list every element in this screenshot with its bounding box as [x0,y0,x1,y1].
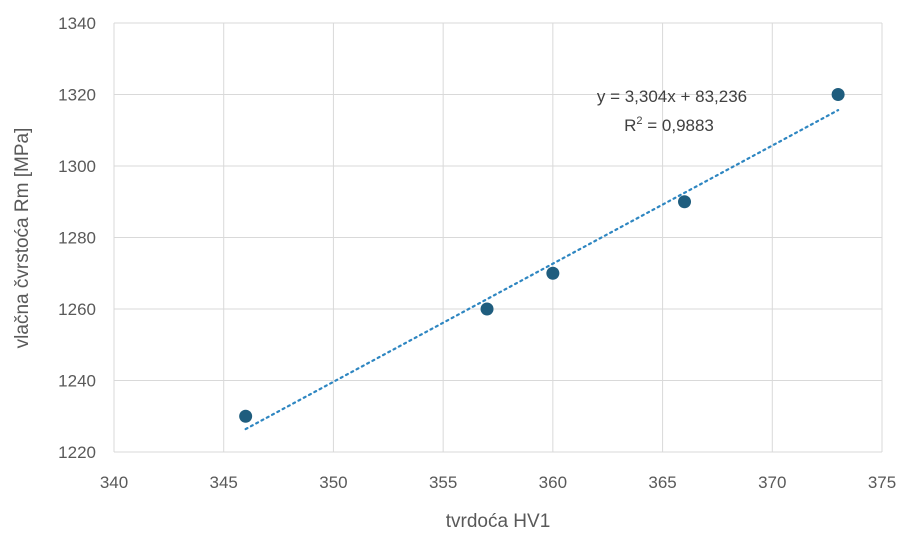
data-points [239,88,845,423]
y-tick-label: 1300 [58,157,96,176]
y-tick-label: 1280 [58,229,96,248]
r-squared-value: 0,9883 [662,116,714,135]
x-tick-label: 350 [319,473,347,492]
x-tick-label: 355 [429,473,457,492]
trendline-equation: y = 3,304x + 83,236 [597,87,747,106]
data-point [678,195,692,209]
y-axis-title: vlačna čvrstoća Rm [MPa] [12,128,33,349]
x-tick-label: 360 [539,473,567,492]
r-squared-label: R2 = 0,9883 [624,115,714,135]
y-tick-label: 1240 [58,372,96,391]
x-tick-label: 365 [648,473,676,492]
x-tick-label: 340 [100,473,128,492]
y-tick-label: 1340 [58,14,96,33]
trendline-group [244,109,840,431]
x-tick-labels: 340 345 350 355 360 365 370 375 [100,473,896,492]
data-point [831,88,845,101]
x-tick-label: 345 [210,473,238,492]
linear-trendline [244,109,840,431]
y-tick-label: 1320 [58,86,96,105]
data-point [239,409,253,423]
x-tick-label: 370 [758,473,786,492]
x-axis-title: tvrdoća HV1 [446,511,551,532]
data-point [480,302,494,316]
y-tick-label: 1260 [58,300,96,319]
y-tick-label: 1220 [58,443,96,462]
data-point [546,266,560,280]
x-tick-label: 375 [868,473,896,492]
y-tick-labels: 1220 1240 1260 1280 1300 1320 1340 [58,14,96,462]
gridlines [113,22,883,453]
